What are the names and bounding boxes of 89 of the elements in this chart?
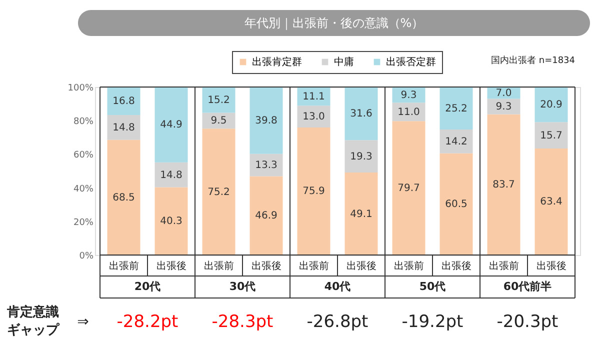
text: -19.2pt <box>402 312 464 332</box>
bar <box>250 176 283 255</box>
data-label: 14.2 <box>445 136 468 148</box>
bar <box>344 140 378 173</box>
data-label: 15.7 <box>540 130 562 142</box>
data-label: 9.5 <box>210 116 227 127</box>
bar <box>392 102 426 122</box>
x-tick-label: 出張後 <box>156 260 186 272</box>
bar <box>297 106 330 128</box>
bar <box>107 115 140 140</box>
x-tick-label: 出張前 <box>108 260 139 272</box>
legend-label: 中庸 <box>334 56 354 68</box>
y-tick-label: 100% <box>68 84 94 94</box>
legend-label: 出張否定群 <box>386 56 436 68</box>
data-label: 63.4 <box>540 196 562 208</box>
text: 50代 <box>419 280 446 293</box>
data-label: 49.1 <box>350 208 372 220</box>
bar <box>440 130 473 154</box>
text: -28.3pt <box>212 312 274 332</box>
bar <box>107 140 140 255</box>
x-tick-label: 出張後 <box>536 260 566 272</box>
data-label: 19.3 <box>350 151 372 162</box>
bar <box>534 87 568 122</box>
text: 60代前半 <box>503 280 552 293</box>
bar <box>154 162 188 188</box>
data-label: 79.7 <box>398 183 420 194</box>
data-label: 11.0 <box>398 106 420 118</box>
data-label: 68.5 <box>112 192 135 204</box>
data-label: 75.2 <box>208 186 230 198</box>
x-tick-label: 出張後 <box>441 260 472 272</box>
data-label: 60.5 <box>445 199 468 210</box>
text: 肯定意識 <box>6 304 59 320</box>
data-label: 39.8 <box>255 115 278 126</box>
data-label: 14.8 <box>160 170 182 181</box>
bar <box>392 121 426 255</box>
data-label: 44.9 <box>160 120 182 131</box>
data-label: 11.1 <box>302 91 325 102</box>
bar <box>534 148 568 255</box>
bar <box>154 87 188 162</box>
text: 国内出張者 n=1834 <box>490 55 576 66</box>
data-label: 14.8 <box>112 122 135 134</box>
bar <box>202 112 236 129</box>
text: ギャップ <box>7 322 60 338</box>
bar <box>297 127 330 255</box>
data-label: 46.9 <box>255 210 278 222</box>
y-tick-label: 0% <box>79 252 94 262</box>
text: 40代 <box>324 280 351 293</box>
x-tick-label: 出張前 <box>488 260 519 272</box>
text: 20代 <box>134 280 161 293</box>
bar <box>487 114 520 255</box>
x-tick-label: 出張後 <box>346 260 376 272</box>
text: -26.8pt <box>306 312 369 332</box>
data-label: 25.2 <box>445 103 468 114</box>
bar <box>202 87 236 113</box>
legend-label: 出張肯定群 <box>252 56 302 68</box>
bar <box>250 154 283 176</box>
data-label: 7.0 <box>496 88 512 99</box>
bar <box>202 128 236 255</box>
bar <box>440 153 473 255</box>
data-label: 75.9 <box>302 186 325 198</box>
data-label: 83.7 <box>492 180 515 191</box>
x-tick-label: 出張後 <box>251 260 282 272</box>
text: 30代 <box>229 280 256 293</box>
data-label: 13.3 <box>255 160 278 172</box>
y-tick-label: 20% <box>73 218 94 228</box>
bar <box>344 87 378 140</box>
data-label: 9.3 <box>496 102 512 113</box>
data-label: 31.6 <box>350 108 372 120</box>
text: -20.3pt <box>496 312 559 332</box>
bar <box>250 87 283 154</box>
data-label: 16.8 <box>112 96 135 107</box>
y-tick-label: 40% <box>73 184 94 194</box>
text: -28.2pt <box>116 312 179 332</box>
bar <box>344 172 378 255</box>
data-label: 13.0 <box>302 112 325 123</box>
bar <box>154 187 188 255</box>
x-tick-label: 出張前 <box>204 260 234 272</box>
y-tick-label: 60% <box>73 150 94 161</box>
bar <box>534 122 568 148</box>
data-label: 20.9 <box>540 100 562 111</box>
bar <box>440 87 473 130</box>
data-label: 9.3 <box>400 90 417 101</box>
x-tick-label: 出張前 <box>298 260 329 272</box>
chart-title: 年代別｜出張前・後の意識（%） <box>244 16 424 30</box>
data-label: 40.3 <box>160 216 182 228</box>
data-label: 15.2 <box>208 94 230 106</box>
y-tick-label: 80% <box>73 117 94 128</box>
x-tick-label: 出張前 <box>394 260 424 272</box>
text: ⇒ <box>77 314 90 330</box>
